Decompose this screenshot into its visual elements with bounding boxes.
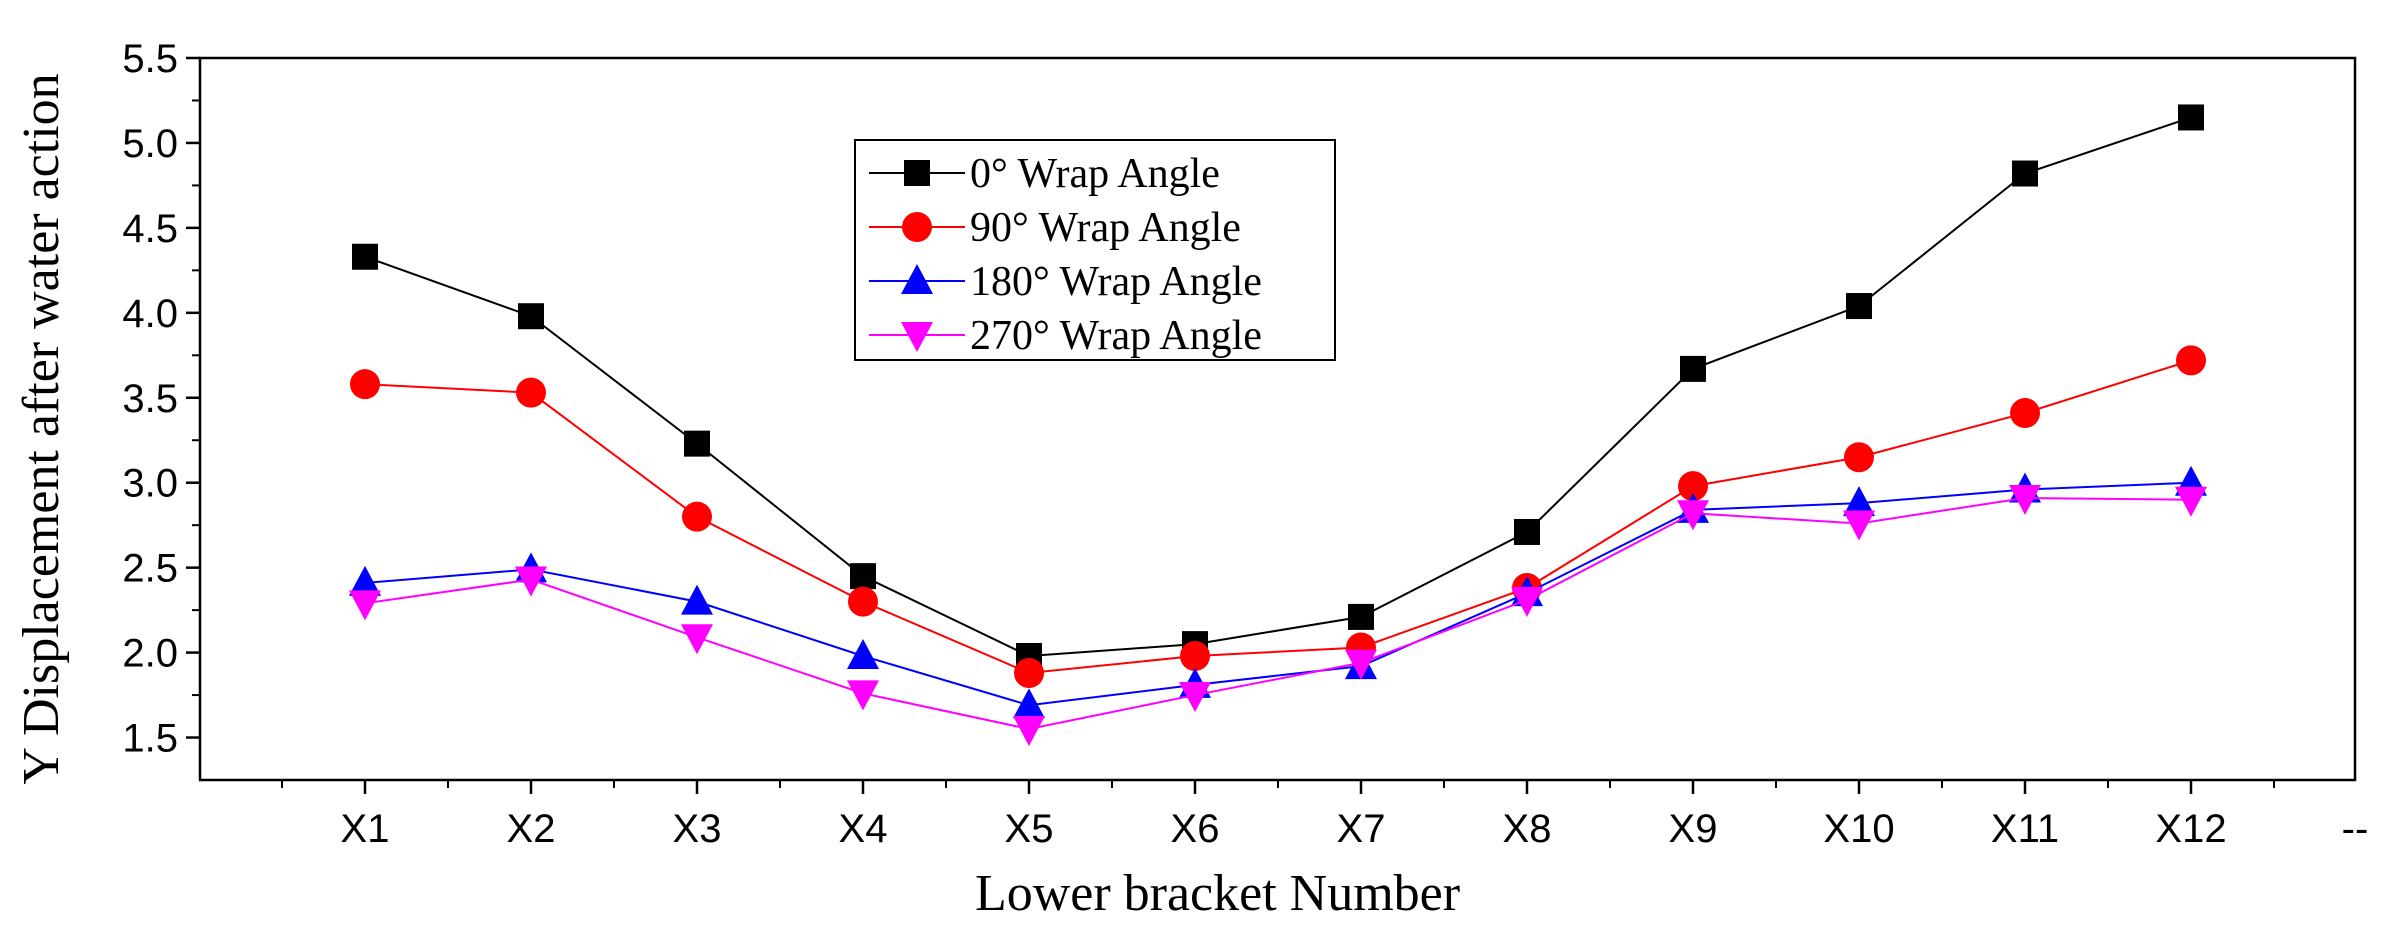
data-point <box>681 584 713 615</box>
y-tick-label: 4.5 <box>122 207 178 251</box>
x-tick-label: X2 <box>507 807 556 851</box>
data-point <box>350 369 380 400</box>
data-point <box>1846 293 1872 320</box>
series-line <box>364 116 2192 658</box>
legend-item: 0° Wrap Angle <box>869 151 1220 197</box>
data-point <box>1013 716 1045 747</box>
data-point <box>2009 484 2041 515</box>
data-point <box>2012 160 2038 187</box>
data-point <box>847 638 879 669</box>
legend-item: 270° Wrap Angle <box>869 313 1262 359</box>
data-point <box>850 563 876 590</box>
y-tick-label: 3.0 <box>122 462 178 506</box>
y-tick-label: 4.0 <box>122 292 178 336</box>
legend: 0° Wrap Angle 90° Wrap Angle 180° Wrap Ang… <box>854 139 1336 361</box>
legend-item: 90° Wrap Angle <box>869 205 1241 251</box>
legend-label: 90° Wrap Angle <box>970 205 1241 251</box>
data-point <box>1514 518 1540 545</box>
data-point <box>684 430 710 457</box>
legend-marker <box>904 160 930 186</box>
y-axis: 1.5 2.0 2.5 3.0 3.5 4.0 4.5 5.0 5.5 <box>122 37 200 761</box>
data-point <box>1345 649 1377 680</box>
data-point <box>1843 510 1875 541</box>
data-point <box>2175 486 2207 517</box>
x-tick-label: X4 <box>839 807 888 851</box>
data-point <box>1677 500 1709 531</box>
data-point <box>352 243 378 270</box>
data-point <box>1180 640 1210 671</box>
y-tick-label: 3.5 <box>122 377 178 421</box>
x-tick-label: X12 <box>2155 807 2226 851</box>
data-point <box>518 303 544 330</box>
data-point <box>847 680 879 711</box>
data-point <box>1680 355 1706 382</box>
legend-label: 180° Wrap Angle <box>970 259 1262 305</box>
x-tick-label: X5 <box>1005 807 1054 851</box>
legend-marker <box>901 322 933 352</box>
data-point <box>2010 398 2040 429</box>
series-layer <box>349 104 2207 747</box>
x-tick-label: -- <box>2342 807 2369 851</box>
data-point <box>1511 586 1543 617</box>
data-point <box>1348 603 1374 630</box>
legend-box <box>854 139 1336 361</box>
x-tick-label: X11 <box>1991 807 2059 851</box>
data-point <box>1179 682 1211 713</box>
x-tick-label: X1 <box>341 807 390 851</box>
x-tick-label: X8 <box>1503 807 1552 851</box>
y-tick-label: 2.0 <box>122 632 178 676</box>
y-tick-label: 5.5 <box>122 37 178 81</box>
x-axis-title: Lower bracket Number <box>975 865 1460 922</box>
series-line <box>364 496 2192 731</box>
data-point <box>1843 486 1875 517</box>
data-point <box>349 590 381 621</box>
series-2 <box>349 465 2207 719</box>
y-axis-title: Y Displacement after water action <box>13 73 70 784</box>
y-tick-label: 5.0 <box>122 122 178 166</box>
data-point <box>1014 657 1044 688</box>
x-tick-label: X10 <box>1823 807 1894 851</box>
series-3 <box>349 484 2207 747</box>
data-point <box>2178 104 2204 131</box>
series-line <box>364 481 2192 707</box>
data-point <box>515 566 547 597</box>
x-tick-label: X7 <box>1337 807 1386 851</box>
data-point <box>1844 442 1874 473</box>
y-tick-label: 2.5 <box>122 547 178 591</box>
legend-label: 270° Wrap Angle <box>970 313 1262 359</box>
legend-item: 180° Wrap Angle <box>869 259 1262 305</box>
data-point <box>681 624 713 655</box>
series-1 <box>350 345 2206 688</box>
data-point <box>1678 471 1708 502</box>
y-tick-label: 1.5 <box>122 717 178 761</box>
series-line <box>364 359 2192 674</box>
data-point <box>349 565 381 596</box>
legend-label: 0° Wrap Angle <box>970 151 1220 197</box>
x-tick-label: X9 <box>1669 807 1718 851</box>
x-tick-label: X6 <box>1171 807 1220 851</box>
data-point <box>2176 345 2206 376</box>
data-point <box>516 377 546 408</box>
x-axis: X1 X2 X3 X4 X5 X6 X7 X8 X9 X10 X11 X12 -- <box>281 780 2369 851</box>
data-point <box>1013 688 1045 719</box>
legend-marker <box>901 264 933 294</box>
x-tick-label: X3 <box>673 807 722 851</box>
data-point <box>848 586 878 617</box>
data-point <box>682 501 712 532</box>
legend-marker <box>902 212 932 242</box>
